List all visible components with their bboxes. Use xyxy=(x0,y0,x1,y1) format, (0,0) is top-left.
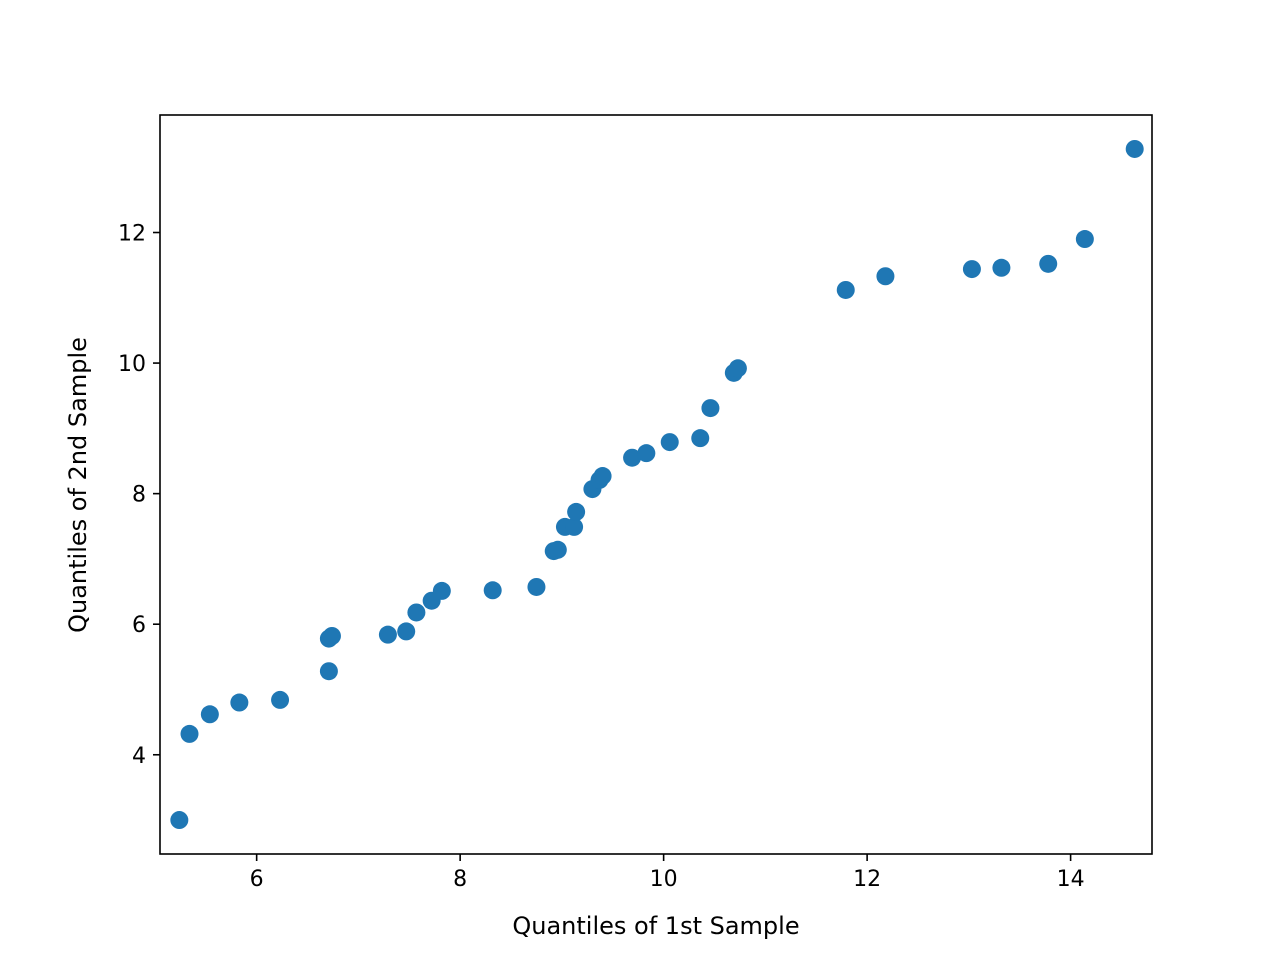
data-point xyxy=(623,448,642,467)
x-tick-label: 14 xyxy=(1057,867,1085,892)
data-point xyxy=(992,258,1011,277)
data-point xyxy=(180,724,199,743)
data-point xyxy=(593,467,612,486)
x-tick-label: 6 xyxy=(250,867,264,892)
data-point xyxy=(728,359,747,378)
y-tick-label: 4 xyxy=(132,744,146,769)
data-point xyxy=(407,603,426,622)
data-point xyxy=(1125,139,1144,158)
data-point xyxy=(701,399,720,418)
data-point xyxy=(319,662,338,681)
data-point xyxy=(567,502,586,521)
data-point xyxy=(548,540,567,559)
points-layer xyxy=(170,139,1144,830)
data-point xyxy=(1039,254,1058,273)
data-point xyxy=(527,577,546,596)
data-point xyxy=(565,517,584,536)
y-tick-label: 10 xyxy=(118,352,146,377)
x-axis-label: Quantiles of 1st Sample xyxy=(512,912,799,940)
data-point xyxy=(170,811,189,830)
x-tick-label: 12 xyxy=(853,867,881,892)
data-point xyxy=(637,444,656,463)
data-point xyxy=(432,581,451,600)
data-point xyxy=(271,690,290,709)
y-tick-label: 6 xyxy=(132,613,146,638)
data-point xyxy=(836,280,855,299)
data-point xyxy=(691,429,710,448)
data-point xyxy=(322,626,341,645)
ticks-layer: 6 8 10 12 14 4 6 8 10 12 xyxy=(118,222,1085,892)
data-point xyxy=(397,622,416,641)
y-tick-label: 8 xyxy=(132,483,146,508)
data-point xyxy=(378,625,397,644)
data-point xyxy=(200,705,219,724)
plot-area-frame xyxy=(159,114,1153,855)
data-point xyxy=(483,581,502,600)
x-tick-label: 8 xyxy=(453,867,467,892)
data-point xyxy=(962,260,981,279)
data-point xyxy=(876,267,895,286)
x-tick-label: 10 xyxy=(650,867,678,892)
data-point xyxy=(230,693,249,712)
y-axis-label: Quantiles of 2nd Sample xyxy=(64,337,92,633)
data-point xyxy=(1075,230,1094,249)
data-point xyxy=(660,433,679,452)
y-tick-label: 12 xyxy=(118,222,146,247)
